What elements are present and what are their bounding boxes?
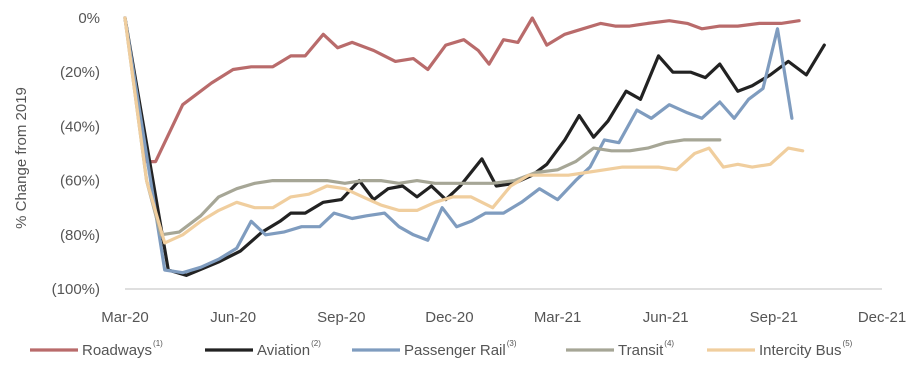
y-tick-label: (40%): [60, 118, 100, 135]
x-tick-label: Jun-21: [643, 309, 689, 326]
legend-footnote-marker: (1): [153, 339, 163, 348]
x-tick-label: Mar-21: [534, 309, 582, 326]
legend-label: Passenger Rail: [404, 342, 506, 359]
x-axis: Mar-20 Jun-20 Sep-20 Dec-20 Mar-21 Jun-21 Sep-…: [101, 288, 906, 326]
x-tick-label: Sep-21: [750, 309, 798, 326]
legend-footnote-marker: (2): [311, 339, 321, 348]
legend-label: Transit: [618, 342, 664, 359]
legend-item: Roadways (1): [30, 339, 163, 359]
legend-label: Aviation: [257, 342, 310, 359]
y-tick-label: (60%): [60, 173, 100, 190]
legend-label: Roadways: [82, 342, 152, 359]
legend: Roadways (1) Aviation (2) Passenger Rail (3) T…: [30, 339, 853, 359]
series-line-roadways: [123, 16, 801, 164]
x-tick-label: Dec-21: [858, 309, 906, 326]
legend-item: Intercity Bus (5): [707, 339, 853, 359]
legend-item: Transit (4): [566, 339, 674, 359]
y-tick-label: 0%: [78, 10, 100, 27]
legend-label: Intercity Bus: [759, 342, 842, 359]
x-tick-label: Mar-20: [101, 309, 149, 326]
y-tick-label: (100%): [52, 281, 100, 298]
legend-footnote-marker: (4): [664, 339, 674, 348]
series-line-transit: [123, 16, 722, 237]
legend-item: Passenger Rail (3): [352, 339, 517, 359]
series-line-intercity-bus: [123, 16, 805, 245]
legend-footnote-marker: (3): [507, 339, 517, 348]
y-tick-label: (20%): [60, 64, 100, 81]
series-line-passenger-rail: [123, 16, 794, 275]
x-tick-label: Jun-20: [210, 309, 256, 326]
x-tick-label: Dec-20: [425, 309, 473, 326]
series-lines: [123, 16, 826, 277]
legend-item: Aviation (2): [205, 339, 321, 359]
y-tick-label: (80%): [60, 227, 100, 244]
y-axis: 0% (20%) (40%) (60%) (80%) (100%): [52, 10, 100, 298]
y-axis-title: % Change from 2019: [13, 87, 30, 229]
legend-footnote-marker: (5): [843, 339, 853, 348]
series-line-aviation: [123, 16, 826, 277]
x-tick-label: Sep-20: [317, 309, 365, 326]
